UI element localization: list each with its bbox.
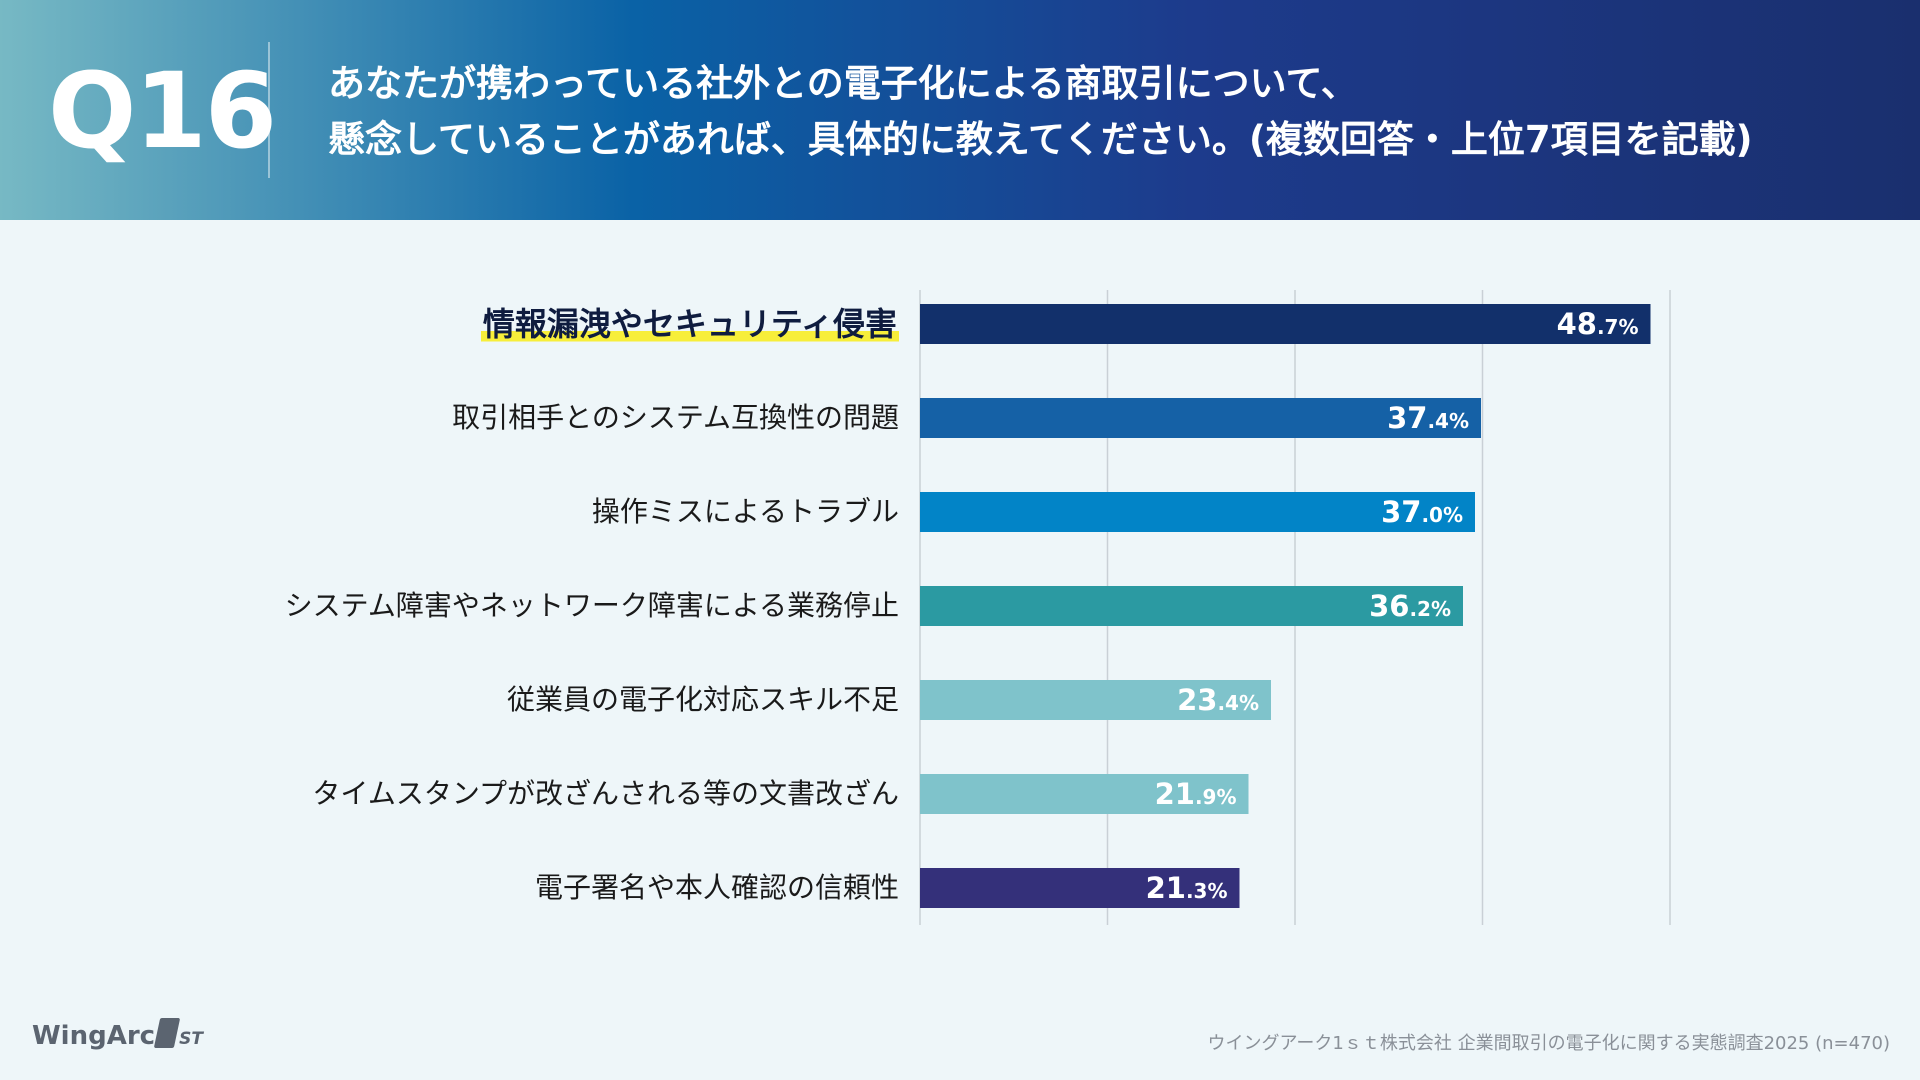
value-label-decimal: .2% (1409, 597, 1451, 621)
value-label-integer: 37 (1387, 401, 1428, 435)
question-text: あなたが携わっている社外との電子化による商取引について、 懸念していることがあれ… (328, 56, 1888, 168)
value-label-integer: 23 (1177, 683, 1218, 717)
question-line-1: あなたが携わっている社外との電子化による商取引について、 (328, 62, 1358, 105)
value-label-decimal: .4% (1217, 691, 1259, 715)
bar-6 (920, 868, 1240, 908)
header-banner: Q16 あなたが携わっている社外との電子化による商取引について、 懸念しているこ… (0, 0, 1920, 220)
value-label-decimal: .3% (1185, 879, 1228, 903)
category-label: システム障害やネットワーク障害による業務停止 (284, 589, 899, 622)
source-note: ウイングアーク1ｓｔ株式会社 企業間取引の電子化に関する実態調査2025 (n=… (1207, 1033, 1890, 1054)
category-label: 電子署名や本人確認の信頼性 (534, 871, 899, 904)
category-label: 従業員の電子化対応スキル不足 (506, 683, 899, 716)
category-label: 操作ミスによるトラブル (591, 495, 899, 528)
value-label: 21.3% (1146, 868, 1228, 908)
chart-canvas (919, 290, 1671, 925)
bar-chart: 48.7% 37.4% 37.0% 36.2% 23.4% 21.9% 21.3% (0, 220, 1920, 980)
value-label: 48.7% (1557, 304, 1639, 344)
wingarc-logo: WingArc ST (32, 1016, 203, 1056)
category-label: 情報漏洩やセキュリティ侵害 (480, 302, 899, 346)
value-label-integer: 36 (1369, 589, 1410, 623)
value-label: 36.2% (1369, 586, 1451, 626)
bar-2 (920, 492, 1475, 532)
value-label: 37.0% (1381, 492, 1463, 532)
logo-suffix: ST (179, 1029, 203, 1049)
bar-0 (920, 304, 1651, 344)
value-label-decimal: .7% (1596, 315, 1639, 339)
question-number: Q16 (48, 50, 277, 172)
question-line-2: 懸念していることがあれば、具体的に教えてください。(複数回答・上位7項目を記載) (328, 118, 1753, 161)
header-divider (268, 42, 270, 178)
value-label: 23.4% (1177, 680, 1259, 720)
value-label-decimal: .0% (1421, 503, 1463, 527)
category-label: 取引相手とのシステム互換性の問題 (452, 401, 899, 434)
value-label-integer: 21 (1145, 871, 1186, 905)
bar-4 (920, 680, 1271, 720)
bar-1 (920, 398, 1481, 438)
logo-text: WingArc (32, 1021, 156, 1051)
value-label-integer: 37 (1381, 495, 1422, 529)
value-label-integer: 48 (1556, 307, 1597, 341)
bar-3 (920, 586, 1463, 626)
value-label-integer: 21 (1154, 777, 1195, 811)
logo-one-mark (153, 1018, 181, 1048)
category-label: タイムスタンプが改ざんされる等の文書改ざん (312, 777, 899, 810)
value-label-decimal: .4% (1427, 409, 1469, 433)
value-label: 21.9% (1155, 774, 1237, 814)
value-label: 37.4% (1387, 398, 1469, 438)
value-label-decimal: .9% (1194, 785, 1237, 809)
bar-5 (920, 774, 1249, 814)
